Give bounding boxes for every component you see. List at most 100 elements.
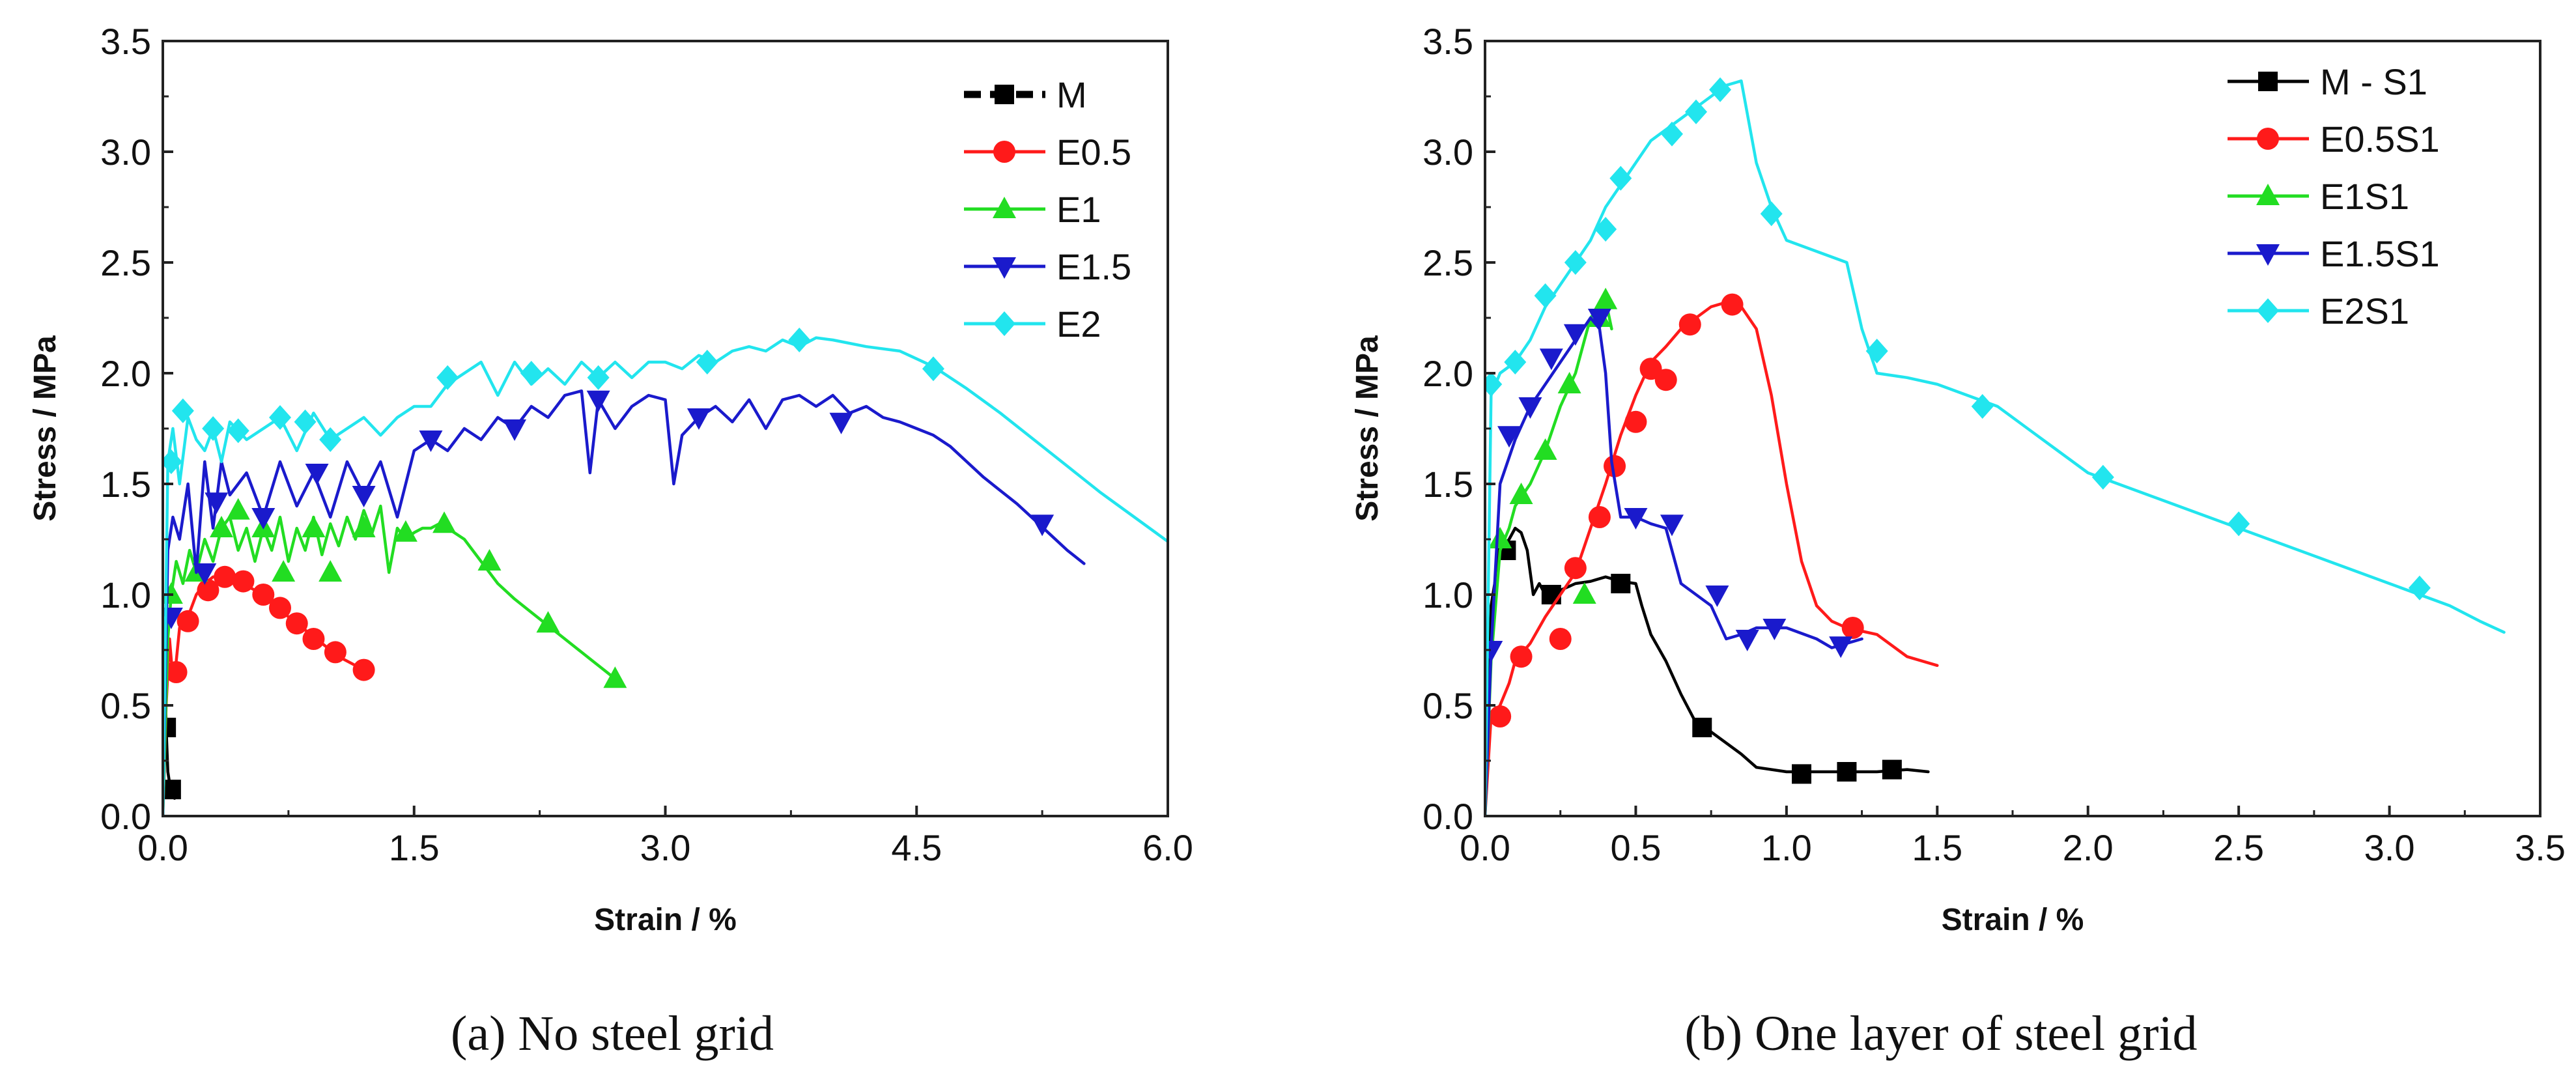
marker-e0-5s1-2: [1549, 628, 1572, 650]
marker-e0-5-7: [285, 612, 308, 635]
series-line-e1: [163, 504, 617, 816]
marker-e1-2: [210, 516, 234, 537]
marker-e1-5-11: [1030, 515, 1054, 537]
marker-e2-6: [319, 427, 342, 452]
marker-e1-5-5: [352, 486, 376, 507]
marker-e2-0: [163, 449, 182, 474]
marker-e0-5s1-0: [1489, 705, 1512, 727]
legend-marker-e0-5: [993, 141, 1015, 163]
marker-e2-2: [202, 416, 225, 441]
x-tick-label: 0.5: [1610, 827, 1661, 868]
marker-e1-10: [432, 511, 457, 533]
legend-marker-e1: [993, 197, 1016, 218]
marker-m-s1-6: [1882, 759, 1902, 780]
y-tick-label: 3.0: [100, 132, 151, 173]
marker-e0-5-8: [302, 628, 325, 650]
legend-marker-e1-5s1: [2256, 244, 2280, 266]
legend-label-e2s1: E2S1: [2320, 290, 2409, 332]
marker-e0-5-6: [269, 597, 292, 619]
marker-e1s1-3: [1557, 372, 1581, 393]
marker-e1-5-0: [163, 608, 183, 629]
marker-e2s1-9: [1760, 201, 1783, 227]
marker-e1s1-0: [1488, 527, 1512, 548]
marker-e2-11: [788, 328, 811, 352]
marker-e1-5-1: [193, 563, 217, 585]
x-tick-label: 3.5: [2515, 827, 2566, 868]
marker-e1-5-8: [586, 390, 610, 412]
marker-e0-5-2: [197, 579, 219, 602]
marker-e2s1-1: [1504, 350, 1527, 374]
x-tick-label: 1.5: [1912, 827, 1962, 868]
y-tick-label: 2.5: [100, 242, 151, 283]
marker-e2s1-2: [1534, 283, 1557, 308]
marker-e2s1-3: [1564, 250, 1587, 275]
y-tick-label: 1.5: [100, 464, 151, 505]
marker-e1-5s1-1: [1497, 426, 1522, 448]
figure-caption: (a) No steel grid: [451, 1006, 774, 1061]
x-tick-label: 2.0: [2063, 827, 2114, 868]
x-tick-label: 0.0: [137, 827, 188, 868]
marker-e1-3: [226, 498, 250, 520]
legend-label-e1s1: E1S1: [2320, 176, 2409, 217]
legend-marker-e1s1: [2256, 184, 2280, 205]
y-tick-label: 0.0: [100, 796, 151, 837]
marker-e1s1-4: [1572, 582, 1596, 604]
marker-e2s1-10: [1865, 339, 1888, 363]
marker-e2-7: [436, 365, 459, 390]
legend-label-e1: E1: [1056, 189, 1101, 230]
x-axis-label: Strain / %: [1942, 903, 2084, 937]
marker-e0-5s1-5: [1604, 455, 1626, 477]
marker-e0-5s1-10: [1721, 293, 1744, 316]
marker-m-s1-5: [1837, 762, 1857, 782]
series-group: [1485, 77, 2506, 816]
legend-marker-e2: [993, 311, 1015, 336]
y-tick-label: 1.5: [1422, 464, 1473, 505]
legend: M E0.5 E1 E1.5 E2: [964, 74, 1131, 345]
y-tick-label: 2.5: [1422, 242, 1473, 283]
marker-e2s1-7: [1685, 99, 1707, 124]
marker-e0-5s1-9: [1678, 313, 1701, 336]
marker-e1-13: [603, 666, 627, 688]
marker-e1-8: [352, 516, 376, 537]
legend-marker-e2s1: [2257, 298, 2279, 323]
marker-e1s1-1: [1509, 483, 1533, 504]
marker-e0-5-3: [214, 565, 236, 588]
marker-e1-5-4: [305, 464, 329, 485]
marker-m-s1-4: [1792, 764, 1811, 784]
marker-m-s1-2: [1611, 574, 1631, 593]
legend-label-m: M: [1056, 74, 1087, 115]
marker-e0-5-5: [252, 584, 275, 606]
y-tick-label: 3.0: [1422, 132, 1473, 173]
marker-e0-5-1: [177, 610, 199, 632]
marker-e1-5s1-5: [1587, 309, 1611, 330]
marker-e2s1-4: [1594, 217, 1617, 242]
marker-e2-12: [922, 356, 944, 382]
series-group: [163, 328, 1168, 816]
y-axis-label: Stress / MPa: [1350, 335, 1385, 522]
x-tick-label: 3.0: [640, 827, 691, 868]
y-tick-label: 3.5: [100, 21, 151, 62]
marker-e2s1-13: [2228, 511, 2250, 537]
marker-e1-7: [318, 560, 343, 582]
marker-e2s1-14: [2408, 575, 2431, 600]
chart-panel-a: 0.0 1.5 3.0 4.5 6.0 0.0 0.5 1.0 1.5 2.0 2.5 3.0 3.5 S…: [28, 21, 1193, 1061]
y-tick-label: 1.0: [1422, 574, 1473, 615]
x-tick-label: 4.5: [891, 827, 942, 868]
marker-e0-5s1-4: [1588, 506, 1611, 528]
marker-e1-11: [477, 549, 502, 571]
legend-marker-m: [995, 85, 1014, 104]
marker-e1s1-6: [1594, 287, 1618, 309]
marker-e1-5s1-9: [1735, 630, 1759, 651]
marker-e2-8: [520, 361, 543, 386]
series-line-m-s1: [1485, 526, 1930, 816]
plot-frame: [162, 40, 1169, 817]
marker-e1-5-2: [205, 492, 229, 515]
marker-e2-3: [227, 418, 249, 444]
series-line-e1-5: [163, 389, 1086, 816]
x-tick-label: 0.0: [1460, 827, 1510, 868]
legend-marker-m-s1: [2258, 72, 2278, 91]
marker-e1-5-9: [686, 408, 711, 430]
marker-e1-5s1-0: [1485, 641, 1503, 662]
marker-e0-5s1-6: [1624, 410, 1647, 433]
x-axis-label: Strain / %: [594, 903, 737, 937]
